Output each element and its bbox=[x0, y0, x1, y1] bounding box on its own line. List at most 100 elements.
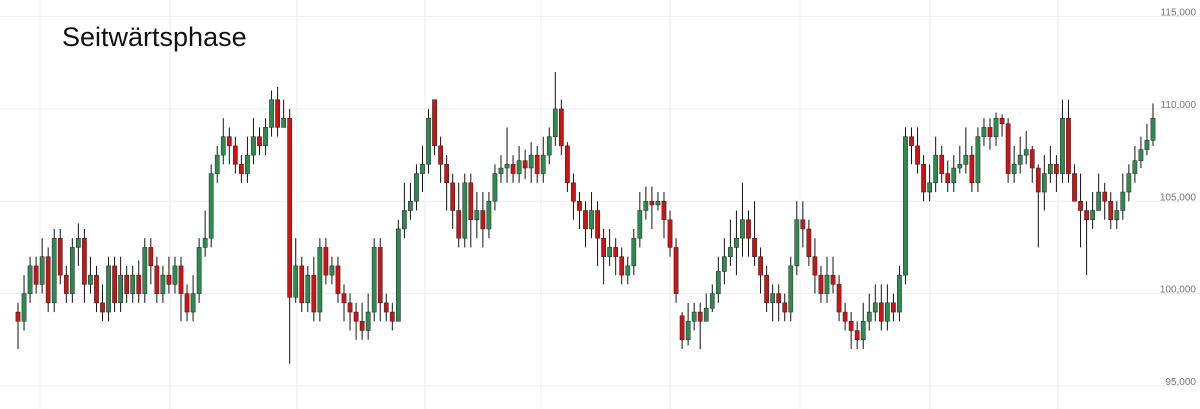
candle-body bbox=[1090, 210, 1095, 220]
candle-body bbox=[546, 136, 552, 156]
candle-body bbox=[806, 228, 812, 257]
candle-body bbox=[1023, 149, 1029, 156]
candle-body bbox=[480, 210, 486, 230]
candle-body bbox=[1126, 173, 1132, 193]
candle-body bbox=[981, 127, 987, 137]
candle-body bbox=[764, 274, 769, 304]
candle-body bbox=[637, 210, 643, 239]
candle-body bbox=[154, 265, 160, 294]
candle-body bbox=[583, 210, 588, 230]
candle-body bbox=[148, 247, 154, 267]
candle-body bbox=[1005, 123, 1011, 174]
candle-body bbox=[299, 265, 305, 304]
candle-body bbox=[667, 219, 673, 248]
candle-body bbox=[51, 237, 57, 304]
candle-body bbox=[202, 237, 208, 248]
candle-body bbox=[848, 321, 854, 331]
candle-body bbox=[891, 302, 896, 313]
candle-body bbox=[311, 274, 317, 313]
candle-body bbox=[770, 293, 776, 304]
candle-body bbox=[1102, 191, 1108, 202]
candle-body bbox=[703, 308, 709, 322]
candle-body bbox=[921, 164, 926, 193]
candle-body bbox=[1144, 140, 1150, 150]
candle-body bbox=[673, 247, 679, 294]
candle-body bbox=[45, 256, 51, 304]
candle-body bbox=[552, 108, 558, 137]
candle-body bbox=[257, 136, 262, 147]
candle-body bbox=[1150, 117, 1156, 141]
candle-body bbox=[679, 315, 685, 341]
candle-body bbox=[341, 293, 347, 304]
candle-body bbox=[884, 302, 890, 322]
candle-body bbox=[57, 237, 63, 276]
candle-body bbox=[100, 302, 105, 313]
candle-body bbox=[1011, 164, 1017, 174]
candle-body bbox=[655, 201, 661, 206]
candle-body bbox=[293, 265, 299, 298]
candle-body bbox=[957, 164, 963, 169]
candle-body bbox=[1017, 154, 1023, 165]
candle-body bbox=[1029, 149, 1035, 169]
candle-body bbox=[824, 274, 830, 294]
candle-body bbox=[172, 265, 178, 285]
candle-body bbox=[1072, 173, 1077, 202]
candle-body bbox=[347, 302, 353, 313]
candle-body bbox=[426, 117, 431, 165]
candle-body bbox=[1041, 173, 1047, 193]
candle-body bbox=[492, 173, 498, 202]
candle-body bbox=[933, 154, 939, 184]
candle-body bbox=[27, 265, 33, 294]
candle-body bbox=[39, 256, 45, 285]
candle-body bbox=[323, 247, 329, 276]
candle-body bbox=[263, 127, 268, 147]
candle-body bbox=[371, 247, 377, 313]
candle-body bbox=[468, 182, 474, 220]
candle-body bbox=[136, 274, 142, 294]
candle-body bbox=[395, 228, 401, 322]
candle-body bbox=[927, 182, 932, 193]
vertical-grid bbox=[39, 0, 1059, 409]
candle-body bbox=[752, 237, 757, 257]
candle-body bbox=[878, 302, 884, 322]
candle-body bbox=[571, 182, 576, 202]
candle-body bbox=[15, 311, 21, 322]
candle-body bbox=[251, 136, 256, 156]
candle-body bbox=[486, 201, 492, 230]
y-tick-label: 95,000 bbox=[1165, 377, 1196, 388]
candle-body bbox=[740, 219, 745, 239]
candle-body bbox=[1138, 149, 1144, 161]
candle-body bbox=[76, 237, 81, 248]
candle-body bbox=[335, 265, 341, 294]
candle-body bbox=[1054, 164, 1059, 174]
candle-body bbox=[728, 247, 733, 257]
candle-body bbox=[709, 293, 715, 309]
candle-body bbox=[613, 247, 619, 257]
candle-body bbox=[1096, 191, 1102, 211]
candle-body bbox=[329, 265, 335, 276]
candle-body bbox=[317, 247, 323, 313]
candle-body bbox=[818, 274, 824, 294]
candle-body bbox=[577, 201, 582, 211]
candle-body bbox=[601, 237, 606, 257]
y-tick-label: 115,000 bbox=[1161, 8, 1197, 19]
candle-body bbox=[534, 154, 540, 174]
candle-body bbox=[963, 154, 969, 165]
candle-body bbox=[746, 219, 751, 239]
candle-body bbox=[444, 164, 450, 184]
candle-body bbox=[359, 321, 365, 331]
candle-body bbox=[142, 247, 148, 294]
candle-body bbox=[595, 210, 600, 239]
candle-body bbox=[969, 154, 975, 184]
candle-body bbox=[782, 302, 788, 313]
candle-body bbox=[758, 256, 763, 276]
candle-body bbox=[909, 136, 914, 147]
candle-body bbox=[993, 117, 999, 137]
candle-body bbox=[607, 247, 613, 257]
candle-body bbox=[558, 108, 564, 147]
chart-title: Seitwärtsphase bbox=[62, 22, 247, 52]
candle-body bbox=[178, 265, 184, 294]
candle-body bbox=[269, 99, 274, 128]
candle-body bbox=[1114, 210, 1120, 220]
